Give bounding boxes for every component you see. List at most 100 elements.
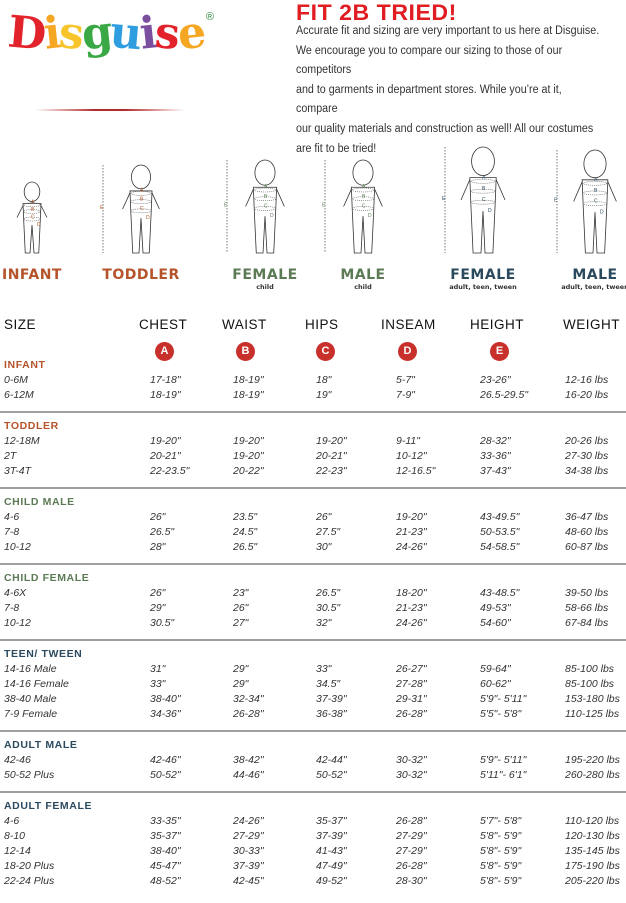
section-label: CHILD FEMALE [4, 572, 90, 584]
intro-text: Accurate fit and sizing are very importa… [296, 25, 600, 155]
svg-text:B: B [140, 197, 144, 203]
svg-text:B: B [264, 194, 268, 200]
cell-weight: 135-145 lbs [565, 845, 620, 857]
cell-size: 42-46 [4, 754, 31, 766]
cell-hips: 37-39" [316, 830, 347, 842]
cell-inseam: 26-28" [396, 708, 427, 720]
cell-chest: 26" [150, 511, 166, 523]
cell-height: 60-62" [480, 678, 511, 690]
cell-hips: 18" [316, 374, 332, 386]
svg-text:B: B [31, 207, 35, 213]
cell-hips: 30" [316, 541, 332, 553]
cell-inseam: 30-32" [396, 769, 427, 781]
cell-hips: 22-23" [316, 465, 347, 477]
cell-height: 28-32" [480, 435, 511, 447]
table-row: 18-20 Plus 45-47" 37-39" 47-49" 26-28" 5'8"- … [0, 859, 626, 874]
cell-height: 54-58.5" [480, 541, 520, 553]
cell-weight: 85-100 lbs [565, 663, 615, 675]
cell-weight: 20-26 lbs [565, 435, 609, 447]
cell-hips: 30.5" [316, 602, 341, 614]
cell-size: 6-12M [4, 389, 34, 401]
cell-inseam: 10-12" [396, 450, 427, 462]
cell-weight: 85-100 lbs [565, 678, 615, 690]
table-row: 3T-4T 22-23.5" 20-22" 22-23" 12-16.5" 37-43" 3… [0, 464, 626, 479]
cell-height: 5'7"- 5'8" [480, 815, 522, 827]
svg-text:D: D [270, 213, 274, 219]
cell-size: 22-24 Plus [4, 875, 55, 887]
cell-waist: 27" [233, 617, 249, 629]
cell-weight: 110-125 lbs [565, 708, 620, 720]
cell-chest: 26" [150, 587, 166, 599]
cell-hips: 47-49" [316, 860, 347, 872]
svg-text:D: D [488, 208, 492, 214]
cell-waist: 26-28" [233, 708, 264, 720]
cell-hips: 19-20" [316, 435, 347, 447]
cell-waist: 44-46" [233, 769, 264, 781]
measure-badge-c: C [316, 342, 335, 361]
table-row: 12-14 38-40" 30-33" 41-43" 27-29" 5'8"- 5'9" 1… [0, 844, 626, 859]
svg-text:D: D [368, 213, 372, 219]
cell-waist: 42-45" [233, 875, 264, 887]
svg-text:E: E [442, 196, 446, 202]
cell-waist: 37-39" [233, 860, 264, 872]
table-row: 10-12 30.5" 27" 32" 24-26" 54-60" 67-84 lbs [0, 616, 626, 631]
cell-size: 14-16 Female [4, 678, 69, 690]
cell-height: 5'5"- 5'8" [480, 708, 522, 720]
measure-badge-b: B [236, 342, 255, 361]
figure-label: MALE [340, 267, 386, 283]
section-label: ADULT FEMALE [4, 800, 93, 812]
column-header-hips: HIPS [305, 317, 339, 332]
table-row: 12-18M 19-20" 19-20" 19-20" 9-11" 28-32" 20-26… [0, 434, 626, 449]
svg-text:C: C [264, 203, 268, 209]
cell-size: 8-10 [4, 830, 26, 842]
cell-height: 59-64" [480, 663, 511, 675]
cell-size: 14-16 Male [4, 663, 57, 675]
size-section: ADULT FEMALE 4-6 33-35" 24-26" 35-37" 26-28" 5… [0, 799, 626, 897]
cell-size: 0-6M [4, 374, 28, 386]
cell-chest: 33-35" [150, 815, 181, 827]
cell-height: 5'8"- 5'9" [480, 845, 522, 857]
svg-text:B: B [594, 188, 598, 194]
cell-waist: 19-20" [233, 450, 264, 462]
column-header-weight: WEIGHT [563, 317, 620, 332]
cell-inseam: 26-28" [396, 860, 427, 872]
size-section: CHILD FEMALE 4-6X 26" 23" 26.5" 18-20" 43-48.5… [0, 571, 626, 641]
svg-text:E: E [224, 203, 228, 209]
cell-size: 50-52 Plus [4, 769, 55, 781]
column-header-size: SIZE [4, 317, 37, 332]
size-table: INFANT 0-6M 17-18" 18-19" 18" 5-7" 23-26" 12-16… [0, 358, 626, 903]
cell-size: 2T [4, 450, 17, 462]
cell-hips: 26.5" [316, 587, 341, 599]
cell-height: 5'8"- 5'9" [480, 875, 522, 887]
table-row: 4-6 33-35" 24-26" 35-37" 26-28" 5'7"- 5'8" 110… [0, 814, 626, 829]
cell-waist: 20-22" [233, 465, 264, 477]
registered-mark: ® [205, 11, 214, 23]
cell-hips: 34.5" [316, 678, 341, 690]
figure-sublabel: adult, teen, tween [449, 283, 517, 291]
cell-hips: 35-37" [316, 815, 347, 827]
cell-chest: 38-40" [150, 693, 181, 705]
cell-size: 4-6 [4, 511, 20, 523]
cell-waist: 18-19" [233, 389, 264, 401]
column-header-inseam: INSEAM [381, 317, 436, 332]
cell-waist: 32-34" [233, 693, 264, 705]
cell-chest: 19-20" [150, 435, 181, 447]
cell-weight: 260-280 lbs [565, 769, 620, 781]
cell-height: 5'8"- 5'9" [480, 830, 522, 842]
table-row: 38-40 Male 38-40" 32-34" 37-39" 29-31" 5'9"- … [0, 692, 626, 707]
cell-height: 5'9"- 5'11" [480, 754, 527, 766]
cell-weight: 153-180 lbs [565, 693, 620, 705]
column-header-chest: CHEST [139, 317, 188, 332]
section-label: ADULT MALE [4, 739, 78, 751]
cell-inseam: 30-32" [396, 754, 427, 766]
cell-inseam: 26-27" [396, 663, 427, 675]
cell-hips: 20-21" [316, 450, 347, 462]
table-row: 50-52 Plus 50-52" 44-46" 50-52" 30-32" 5'11"-… [0, 768, 626, 783]
size-section: CHILD MALE 4-6 26" 23.5" 26" 19-20" 43-49.5" 36… [0, 495, 626, 565]
cell-hips: 33" [316, 663, 332, 675]
svg-text:E: E [322, 203, 326, 209]
table-row: 14-16 Male 31" 29" 33" 26-27" 59-64" 85-100 lb… [0, 662, 626, 677]
cell-inseam: 12-16.5" [396, 465, 436, 477]
cell-height: 50-53.5" [480, 526, 520, 538]
section-label: TEEN/ TWEEN [4, 648, 83, 660]
